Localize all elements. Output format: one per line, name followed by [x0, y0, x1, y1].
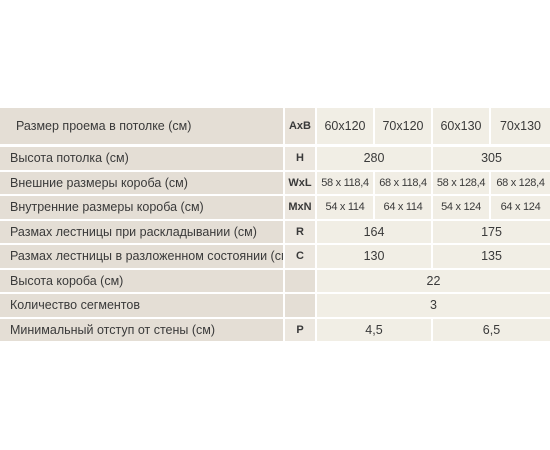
row-symbol: C	[285, 245, 317, 270]
row-value: 58 x 128,4	[433, 171, 491, 196]
row-value: 4,5	[317, 318, 433, 343]
specification-table: Размер проема в потолке (см) AxB 60x120 …	[0, 108, 550, 343]
row-symbol: MxN	[285, 196, 317, 221]
row-value: 280	[317, 147, 433, 172]
row-value: 68 x 118,4	[375, 171, 433, 196]
row-label: Высота короба (см)	[0, 269, 285, 294]
row-value: 3	[317, 294, 550, 319]
row-symbol: H	[285, 147, 317, 172]
header-symbol: AxB	[285, 108, 317, 147]
header-label: Размер проема в потолке (см)	[0, 108, 285, 147]
row-value: 164	[317, 220, 433, 245]
table-row: Минимальный отступ от стены (см) P 4,5 6…	[0, 318, 550, 343]
table-row: Размах лестницы при раскладывании (см) R…	[0, 220, 550, 245]
row-label: Минимальный отступ от стены (см)	[0, 318, 285, 343]
row-value: 64 x 124	[491, 196, 550, 221]
header-size-60x120: 60x120	[317, 108, 375, 147]
row-label: Размах лестницы при раскладывании (см)	[0, 220, 285, 245]
row-value: 68 x 128,4	[491, 171, 550, 196]
row-value: 305	[433, 147, 550, 172]
row-value: 22	[317, 269, 550, 294]
row-symbol	[285, 269, 317, 294]
table-row: Количество сегментов 3	[0, 294, 550, 319]
row-value: 175	[433, 220, 550, 245]
row-value: 135	[433, 245, 550, 270]
row-label: Высота потолка (см)	[0, 147, 285, 172]
table-row: Высота потолка (см) H 280 305	[0, 147, 550, 172]
row-value: 58 x 118,4	[317, 171, 375, 196]
row-value: 6,5	[433, 318, 550, 343]
row-symbol: WxL	[285, 171, 317, 196]
row-symbol	[285, 294, 317, 319]
header-size-70x120: 70x120	[375, 108, 433, 147]
table-row: Внешние размеры короба (см) WxL 58 x 118…	[0, 171, 550, 196]
table-header-row: Размер проема в потолке (см) AxB 60x120 …	[0, 108, 550, 147]
table-row: Размах лестницы в разложенном состоянии …	[0, 245, 550, 270]
table-row: Высота короба (см) 22	[0, 269, 550, 294]
row-label: Внутренние размеры короба (см)	[0, 196, 285, 221]
row-value: 54 x 114	[317, 196, 375, 221]
row-label: Размах лестницы в разложенном состоянии …	[0, 245, 285, 270]
row-value: 64 x 114	[375, 196, 433, 221]
row-symbol: P	[285, 318, 317, 343]
row-label: Внешние размеры короба (см)	[0, 171, 285, 196]
row-symbol: R	[285, 220, 317, 245]
row-label: Количество сегментов	[0, 294, 285, 319]
row-value: 54 x 124	[433, 196, 491, 221]
header-size-60x130: 60x130	[433, 108, 491, 147]
row-value: 130	[317, 245, 433, 270]
header-size-70x130: 70x130	[491, 108, 550, 147]
table-row: Внутренние размеры короба (см) MxN 54 x …	[0, 196, 550, 221]
